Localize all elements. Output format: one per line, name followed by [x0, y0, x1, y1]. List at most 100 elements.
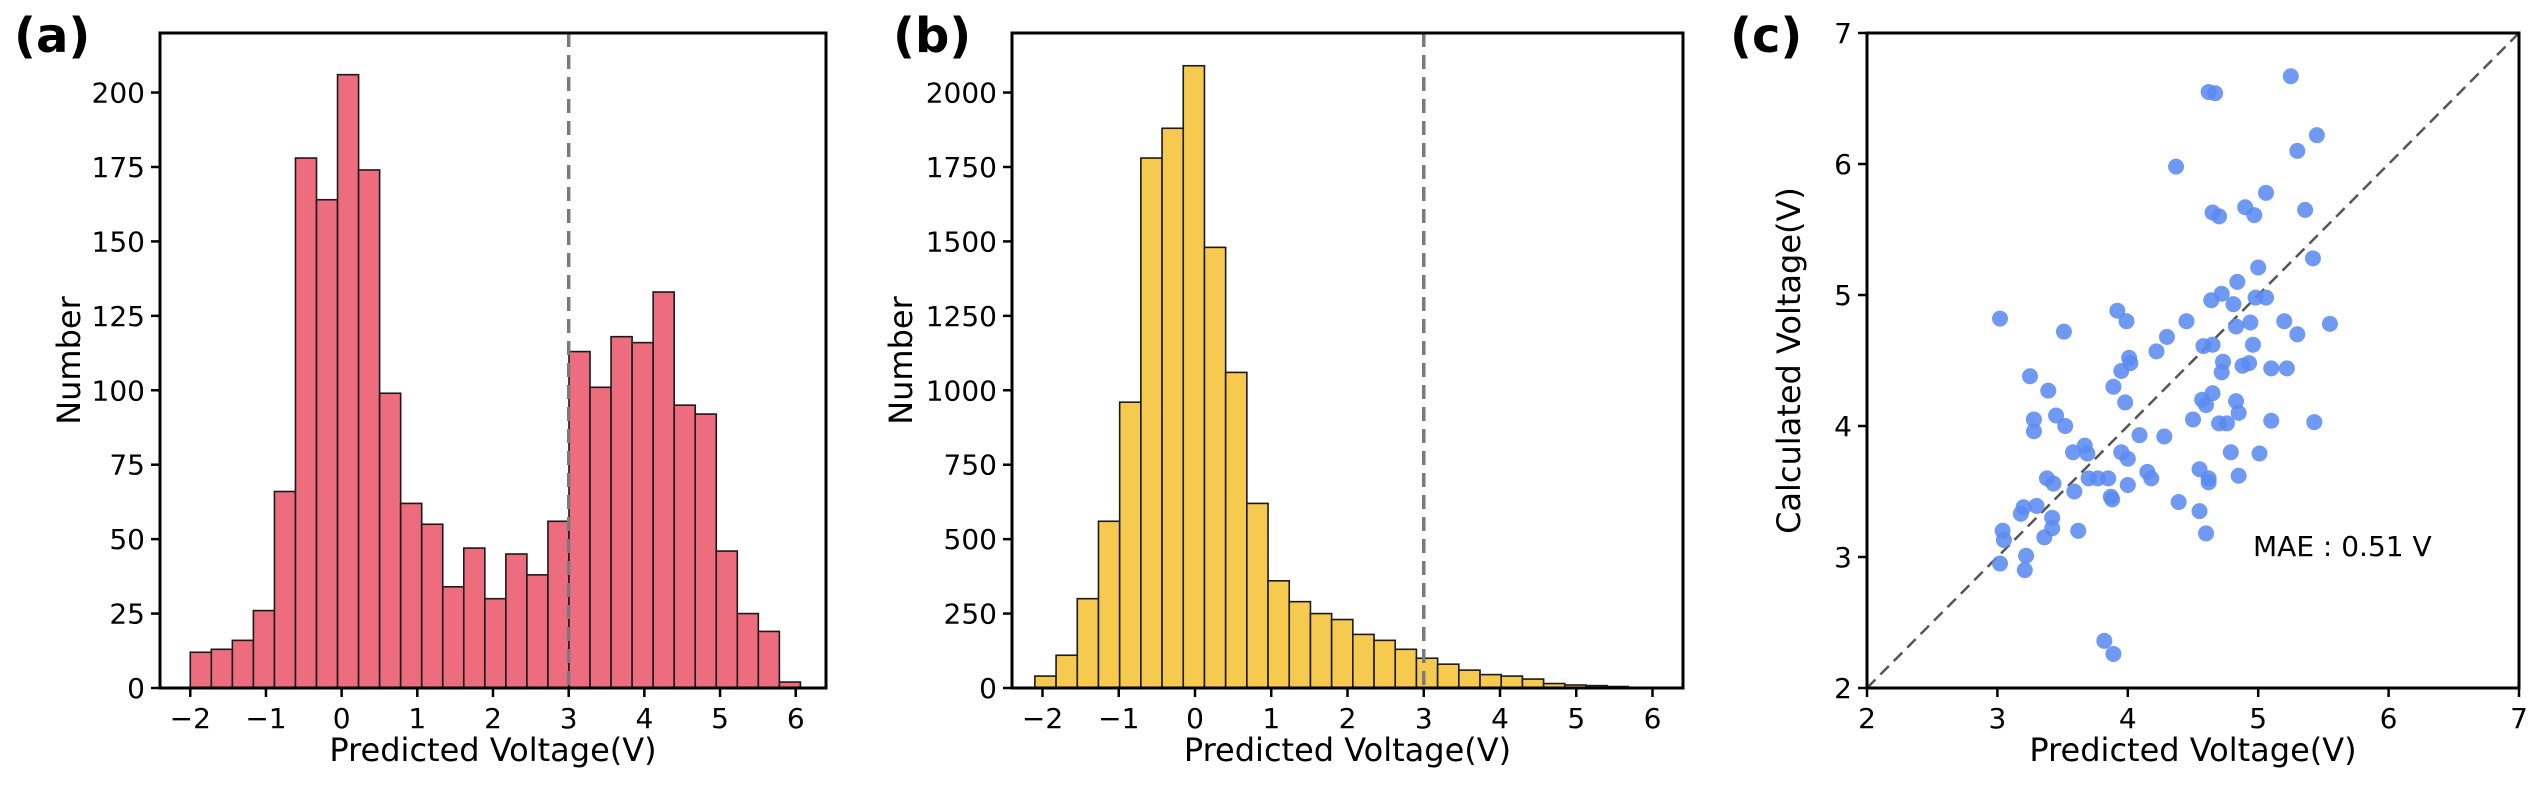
- scatter-point: [2282, 68, 2299, 85]
- diagonal-reference-line: [1866, 32, 2520, 689]
- histogram-bar: [315, 198, 339, 689]
- scatter-point: [2025, 423, 2042, 440]
- scatter-point: [2185, 411, 2201, 428]
- scatter-point: [2119, 450, 2136, 467]
- scatter-point: [1992, 555, 2009, 572]
- x-tick-label: 3: [1988, 702, 2006, 735]
- scatter-point: [2109, 302, 2126, 319]
- x-tick-label: −2: [170, 702, 211, 735]
- y-axis-label: Number: [50, 295, 88, 424]
- y-tick-label: 6: [1834, 148, 1852, 181]
- scatter-point: [2213, 364, 2230, 381]
- histogram-bar: [1097, 520, 1121, 689]
- histogram-bar: [294, 157, 318, 689]
- x-tick-label: 2: [1858, 702, 1876, 735]
- scatter-point: [2100, 470, 2117, 487]
- histogram-bar: [441, 585, 465, 689]
- scatter-point: [2241, 355, 2258, 372]
- histogram-bar: [357, 169, 381, 689]
- histogram-bar: [673, 404, 697, 689]
- scatter-point: [2057, 418, 2074, 434]
- histogram-bar: [399, 502, 423, 689]
- y-tick-label: 500: [944, 523, 997, 556]
- histogram-bar: [1203, 246, 1227, 689]
- histogram-bar: [336, 73, 360, 689]
- scatter-point: [2276, 313, 2293, 330]
- scatter-point: [2308, 127, 2325, 144]
- scatter-point: [2048, 407, 2065, 424]
- scatter-point: [2119, 476, 2136, 493]
- y-tick-label: 75: [109, 449, 145, 482]
- x-tick-label: 1: [408, 702, 426, 735]
- histogram-bar: [420, 523, 444, 689]
- scatter-point: [2113, 362, 2130, 379]
- histogram-bar: [1330, 618, 1354, 689]
- x-axis-label: Predicted Voltage(V): [329, 731, 656, 769]
- scatter-point: [2258, 289, 2275, 306]
- y-tick-label: 100: [92, 374, 145, 407]
- scatter-point: [2228, 318, 2245, 335]
- scatter-point: [2168, 158, 2185, 175]
- panel-a-histogram: (a) −2 −1 0 1 2 3 4 5 6 0 25 50 75 100 125 150 175 200 Pred…: [14, 8, 828, 769]
- panel-b-histogram: (b) −2 −1 0 1 2 3 4 5 6 0 250 500 750 1000 1250 1500 1750…: [882, 8, 1685, 769]
- scatter-point: [2170, 493, 2187, 510]
- histogram-bar: [1076, 597, 1100, 689]
- y-tick-label: 7: [1834, 17, 1852, 50]
- x-tick-label: 5: [2249, 702, 2267, 735]
- scatter-point: [2306, 414, 2323, 431]
- scatter-point: [2258, 184, 2275, 201]
- histogram-bar: [1436, 663, 1460, 689]
- x-tick-label: 7: [2510, 702, 2528, 735]
- histogram-bar: [1352, 633, 1375, 689]
- histogram-bar: [610, 335, 633, 689]
- histogram-bar: [1373, 639, 1397, 689]
- scatter-point: [2250, 259, 2267, 276]
- scatter-point: [2156, 428, 2173, 445]
- scatter-point: [2105, 378, 2122, 395]
- histogram-bar: [484, 597, 507, 689]
- scatter-point: [2016, 562, 2033, 579]
- scatter-point: [2222, 444, 2239, 461]
- scatter-point: [1992, 310, 2009, 327]
- scatter-point: [2158, 328, 2175, 345]
- scatter-point: [2204, 336, 2221, 353]
- scatter-point: [2079, 445, 2096, 462]
- histogram-bar: [1034, 675, 1057, 689]
- histogram-bar: [526, 574, 549, 689]
- scatter-point: [2278, 360, 2295, 377]
- x-tick-label: 6: [787, 702, 805, 735]
- histogram-bar: [589, 386, 612, 689]
- x-tick-label: 1: [1262, 702, 1280, 735]
- x-axis-label: Predicted Voltage(V): [1184, 731, 1511, 769]
- panel-c-scatter: (c) MAE : 0.51 V 2 3 4 5 6 7 2 3 4 5 6 7 Predicted Vol…: [1730, 8, 2528, 769]
- scatter-point: [2022, 368, 2038, 385]
- x-axis-label: Predicted Voltage(V): [2029, 731, 2356, 769]
- x-tick-label: 0: [333, 702, 351, 735]
- histogram-bar: [378, 392, 402, 689]
- scatter-point: [1995, 531, 2012, 548]
- scatter-point: [2218, 415, 2235, 432]
- scatter-point: [2198, 397, 2215, 414]
- scatter-point: [2143, 470, 2160, 487]
- histogram-bar: [1458, 669, 1481, 689]
- scatter-point: [2304, 250, 2321, 267]
- histogram-bar: [1394, 648, 1418, 689]
- x-tick-label: 6: [2380, 702, 2398, 735]
- histogram-bar: [252, 609, 276, 689]
- y-axis-label: Number: [882, 295, 920, 424]
- scatter-point: [2066, 483, 2083, 500]
- scatter-point: [2104, 491, 2121, 508]
- scatter-point: [2263, 412, 2280, 429]
- histogram-bar: [547, 520, 570, 689]
- scatter-point: [2036, 529, 2053, 546]
- histogram-bar: [715, 550, 739, 689]
- y-tick-label: 2000: [926, 77, 997, 110]
- scatter-point: [2198, 525, 2215, 542]
- scatter-point: [2321, 315, 2338, 332]
- scatter-point: [2191, 503, 2208, 520]
- y-tick-label: 125: [92, 300, 145, 333]
- scatter-point: [2070, 522, 2087, 539]
- x-tick-label: 4: [2119, 702, 2137, 735]
- scatter-point: [2207, 85, 2224, 102]
